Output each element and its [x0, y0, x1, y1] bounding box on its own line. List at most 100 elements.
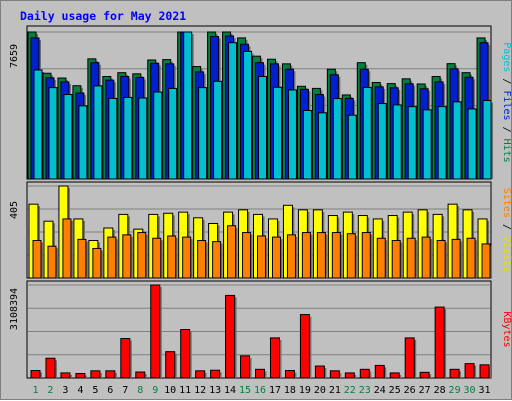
x-tick-label: 24 [374, 385, 386, 396]
x-tick-label: 6 [107, 385, 113, 396]
x-tick-label: 23 [359, 385, 371, 396]
bar-kbytes-31 [479, 364, 490, 379]
legend-traffic: Pages / Files / Hits [501, 42, 512, 162]
bar-sites-10 [167, 235, 177, 279]
bar-pages-17 [272, 86, 282, 180]
legend-item: Hits [501, 139, 512, 163]
bar-sites-6 [107, 236, 117, 279]
x-tick-label: 3 [62, 385, 68, 396]
bar-sites-27 [421, 236, 431, 279]
bar-kbytes-27 [419, 371, 430, 379]
bar-sites-9 [152, 237, 162, 279]
bar-kbytes-21 [329, 370, 340, 379]
bar-sites-11 [182, 236, 192, 279]
bar-kbytes-11 [180, 329, 191, 379]
x-tick-label: 4 [77, 385, 83, 396]
y-max-label-kbytes: 3108394 [9, 288, 20, 330]
bar-pages-12 [198, 87, 208, 180]
bar-pages-29 [452, 101, 462, 180]
bar-pages-21 [332, 98, 342, 180]
legend-item: / [501, 72, 512, 90]
chart-title: Daily usage for May 2021 [20, 9, 186, 23]
x-tick-label: 9 [152, 385, 158, 396]
bar-kbytes-16 [255, 368, 266, 379]
bar-kbytes-29 [449, 368, 460, 379]
x-tick-label: 13 [209, 385, 221, 396]
bar-sites-4 [77, 238, 87, 279]
x-tick-label: 19 [299, 385, 311, 396]
bar-sites-2 [47, 245, 57, 279]
bar-kbytes-14 [225, 294, 236, 379]
bar-sites-5 [92, 247, 102, 279]
bar-pages-3 [63, 94, 73, 180]
bar-kbytes-5 [90, 370, 101, 379]
legend-item: / [501, 121, 512, 139]
bar-pages-24 [377, 103, 387, 180]
bar-sites-22 [346, 233, 356, 279]
bar-pages-13 [213, 80, 223, 180]
bar-pages-2 [48, 87, 58, 180]
bar-kbytes-12 [195, 370, 206, 379]
x-tick-label: 30 [464, 385, 476, 396]
bar-kbytes-2 [45, 357, 56, 379]
legend-item: Files [501, 90, 512, 120]
bar-kbytes-18 [284, 370, 295, 379]
x-tick-label: 26 [404, 385, 416, 396]
x-tick-label: 18 [284, 385, 296, 396]
x-tick-label: 29 [449, 385, 461, 396]
bar-pages-8 [138, 97, 148, 180]
bar-sites-25 [391, 240, 401, 279]
legend-visits: Sites / Visits [501, 188, 512, 272]
bar-sites-16 [257, 235, 267, 279]
bar-pages-15 [243, 50, 253, 180]
bar-sites-24 [376, 237, 386, 279]
legend-item: Sites [501, 188, 512, 218]
bar-sites-18 [286, 234, 296, 279]
bar-kbytes-15 [240, 355, 251, 379]
bar-kbytes-6 [105, 370, 116, 379]
y-max-label-traffic: 7659 [9, 44, 20, 68]
bar-pages-10 [168, 87, 178, 180]
bar-sites-12 [197, 240, 207, 279]
x-tick-label: 5 [92, 385, 98, 396]
bar-kbytes-4 [75, 373, 86, 379]
bar-kbytes-8 [135, 371, 146, 379]
bar-kbytes-13 [210, 369, 221, 379]
bar-kbytes-19 [299, 314, 310, 379]
bar-pages-30 [467, 108, 477, 180]
bar-pages-4 [78, 105, 88, 180]
x-tick-label: 15 [239, 385, 251, 396]
x-tick-label: 22 [344, 385, 356, 396]
bar-sites-20 [316, 232, 326, 279]
bar-pages-5 [93, 85, 103, 180]
bar-sites-13 [212, 241, 222, 279]
bar-sites-7 [122, 234, 132, 279]
bar-pages-26 [407, 106, 417, 180]
bar-pages-18 [287, 89, 297, 180]
bar-sites-26 [406, 237, 416, 279]
bar-pages-28 [437, 106, 447, 180]
x-tick-label: 12 [194, 385, 206, 396]
bar-pages-11 [183, 31, 193, 180]
bar-kbytes-9 [150, 284, 161, 379]
x-tick-label: 10 [164, 385, 176, 396]
bar-sites-31 [481, 243, 491, 279]
bar-sites-30 [466, 237, 476, 279]
bar-kbytes-20 [314, 365, 325, 379]
bar-kbytes-22 [344, 372, 355, 379]
bar-pages-20 [317, 112, 327, 180]
bar-pages-7 [123, 96, 133, 180]
bar-sites-23 [361, 232, 371, 279]
x-tick-label: 31 [478, 385, 490, 396]
bar-pages-27 [422, 109, 432, 180]
bar-pages-6 [108, 97, 118, 180]
bar-kbytes-7 [120, 338, 131, 379]
bar-pages-9 [153, 91, 163, 180]
x-tick-label: 16 [254, 385, 266, 396]
bar-kbytes-24 [374, 364, 385, 379]
bar-kbytes-26 [404, 337, 415, 379]
legend-item: KBytes [501, 311, 512, 347]
x-tick-label: 17 [269, 385, 281, 396]
